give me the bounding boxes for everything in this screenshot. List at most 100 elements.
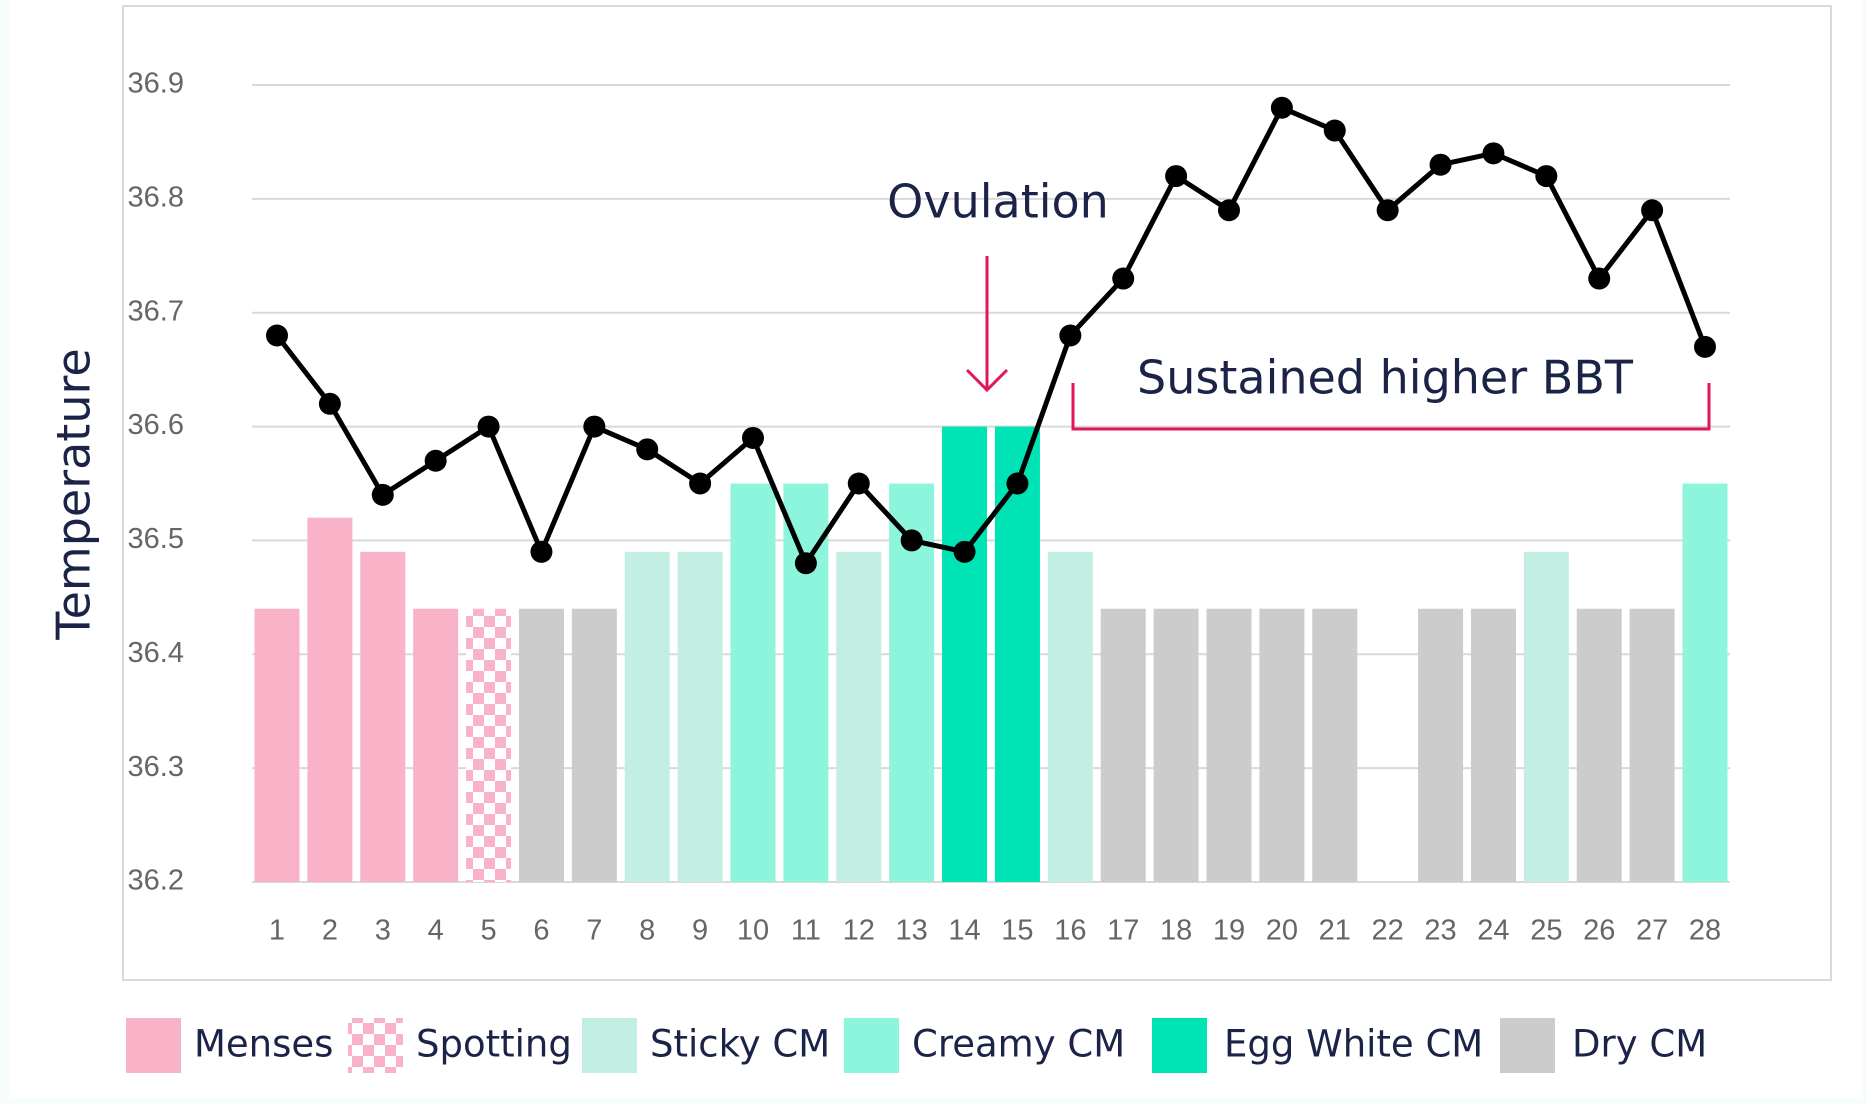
- legend-swatch: [1152, 1018, 1207, 1073]
- ovulation-arrow: [965, 256, 1009, 393]
- x-tick-label: 5: [480, 915, 496, 947]
- temperature-point: [1641, 199, 1664, 222]
- temperature-point: [1694, 335, 1716, 358]
- bar: [1153, 608, 1199, 882]
- x-tick-label: 25: [1530, 915, 1562, 947]
- x-tick-label: 26: [1583, 915, 1615, 947]
- y-axis-label: Temperature: [47, 348, 101, 640]
- bar: [1418, 608, 1464, 882]
- x-tick-label: 4: [428, 915, 444, 947]
- x-tick-label: 9: [692, 915, 708, 947]
- legend-swatch: [582, 1018, 637, 1073]
- temperature-line: [275, 104, 1708, 569]
- x-tick-label: 24: [1477, 915, 1509, 947]
- temperature-point: [1535, 165, 1558, 188]
- temperature-point: [530, 540, 553, 563]
- bbt-bracket: [1071, 383, 1711, 431]
- x-tick-label: 6: [533, 915, 549, 947]
- bar: [942, 426, 988, 882]
- bar: [730, 483, 776, 882]
- temperature-point: [1429, 153, 1452, 176]
- temperature-point: [1482, 142, 1505, 165]
- x-tick-label: 19: [1213, 915, 1245, 947]
- y-tick-label: 36.6: [128, 409, 184, 441]
- bar: [571, 608, 617, 882]
- temperature-point: [266, 324, 288, 347]
- x-tick-label: 3: [375, 915, 391, 947]
- legend-swatch: [348, 1018, 403, 1073]
- x-tick-label: 18: [1160, 915, 1192, 947]
- x-tick-label: 28: [1689, 915, 1721, 947]
- x-tick-label: 10: [737, 915, 769, 947]
- temperature-point: [1270, 96, 1293, 119]
- y-tick-label: 36.2: [128, 865, 184, 897]
- temperature-point: [636, 438, 659, 461]
- bar: [1206, 608, 1252, 882]
- temperature-point: [1218, 199, 1240, 222]
- x-tick-label: 13: [896, 915, 928, 947]
- bar: [307, 517, 353, 882]
- temperature-point: [371, 483, 394, 506]
- temperature-point: [1059, 324, 1082, 347]
- temperature-point: [794, 552, 817, 575]
- y-tick-label: 36.8: [128, 182, 184, 214]
- x-tick-label: 7: [586, 915, 602, 947]
- x-tick-label: 20: [1266, 915, 1298, 947]
- bar: [254, 608, 300, 882]
- temperature-point: [1006, 472, 1029, 495]
- legend-swatch: [126, 1018, 181, 1073]
- temperature-point: [583, 415, 606, 438]
- temperature-point: [1323, 119, 1346, 142]
- x-tick-label: 21: [1319, 915, 1351, 947]
- temperature-point: [847, 472, 870, 495]
- temperature-point: [424, 449, 447, 472]
- temperature-point: [1165, 165, 1188, 188]
- bar: [783, 483, 829, 882]
- x-tick-label: 8: [639, 915, 655, 947]
- legend-label: Dry CM: [1572, 1023, 1707, 1066]
- x-tick-label: 2: [322, 915, 338, 947]
- legend-swatch: [1500, 1018, 1555, 1073]
- legend-label: Menses: [194, 1023, 333, 1066]
- bar: [624, 551, 670, 882]
- legend-label: Creamy CM: [912, 1023, 1125, 1066]
- x-tick-label: 16: [1054, 915, 1086, 947]
- temperature-point: [1112, 267, 1135, 290]
- x-tick-label: 12: [843, 915, 875, 947]
- x-tick-label: 1: [269, 915, 285, 947]
- annotation: Sustained higher BBT: [1137, 351, 1634, 405]
- bar: [1682, 483, 1728, 882]
- y-tick-label: 36.9: [128, 68, 184, 100]
- bar: [1047, 551, 1093, 882]
- y-tick-label: 36.5: [128, 523, 184, 555]
- temperature-point: [953, 540, 976, 563]
- bar: [518, 608, 564, 882]
- legend-label: Sticky CM: [650, 1023, 830, 1066]
- bar: [1470, 608, 1516, 882]
- x-tick-label: 14: [948, 915, 980, 947]
- bar: [1576, 608, 1622, 882]
- x-tick-label: 23: [1424, 915, 1456, 947]
- temperature-point: [742, 426, 764, 449]
- x-tick-label: 15: [1001, 915, 1033, 947]
- bar: [1100, 608, 1146, 882]
- y-tick-label: 36.7: [128, 295, 184, 327]
- y-tick-label: 36.3: [128, 751, 184, 783]
- temperature-point: [477, 415, 500, 438]
- annotation: Ovulation: [887, 175, 1109, 229]
- legend-label: Spotting: [416, 1023, 572, 1066]
- y-tick-label: 36.4: [128, 637, 184, 669]
- legend-swatch: [844, 1018, 899, 1073]
- x-tick-label: 27: [1636, 915, 1668, 947]
- legend-label: Egg White CM: [1224, 1023, 1483, 1066]
- bar: [1523, 551, 1569, 882]
- temperature-point: [1376, 199, 1399, 222]
- x-tick-label: 22: [1372, 915, 1404, 947]
- bar: [836, 551, 882, 882]
- temperature-point: [1588, 267, 1611, 290]
- temperature-point: [318, 392, 341, 415]
- x-tick-label: 11: [791, 915, 821, 947]
- bar: [1259, 608, 1305, 882]
- bar: [360, 551, 406, 882]
